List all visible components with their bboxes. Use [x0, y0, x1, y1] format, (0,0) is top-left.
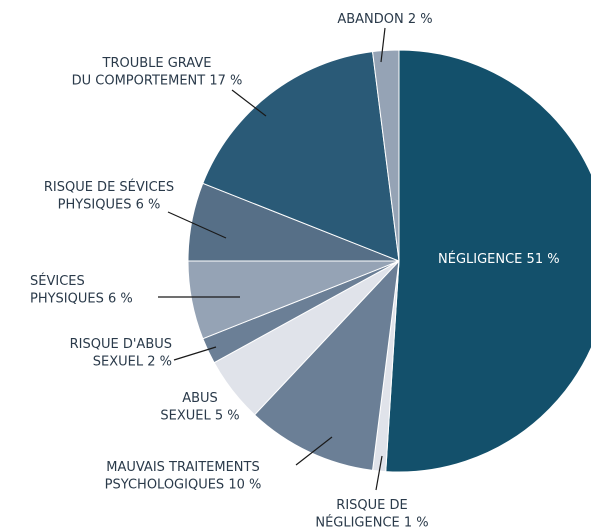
slice-label: PSYCHOLOGIQUES 10 % — [105, 477, 262, 492]
slice-label: DU COMPORTEMENT 17 % — [72, 73, 243, 88]
label-value: 51 % — [527, 252, 560, 267]
slice-label: PHYSIQUES 6 % — [30, 291, 133, 306]
label-name: TROUBLE GRAVE — [102, 56, 212, 71]
label-name: SÉVICES — [30, 273, 85, 289]
leader-line — [167, 211, 227, 239]
label-name: PSYCHOLOGIQUES — [105, 477, 225, 492]
slice-label: MAUVAIS TRAITEMENTS — [106, 460, 259, 475]
leaders — [158, 27, 386, 491]
slice-label: PHYSIQUES 6 % — [58, 197, 161, 212]
slice-label: ABUS — [182, 391, 218, 406]
label-name: NÉGLIGENCE — [438, 251, 522, 267]
slice-label: SÉVICES — [30, 273, 85, 289]
slice-label: SEXUEL 5 % — [160, 408, 239, 423]
leader-line — [295, 436, 333, 466]
label-name: MAUVAIS TRAITEMENTS — [106, 460, 259, 475]
slice-label: RISQUE D'ABUS — [70, 337, 172, 352]
pie — [187, 49, 591, 473]
label-value: 2 % — [147, 354, 172, 369]
label-name: PHYSIQUES — [30, 291, 104, 306]
label-name: RISQUE DE — [336, 498, 407, 513]
leader-line — [380, 27, 386, 63]
pie-slice — [371, 49, 400, 262]
label-value: 10 % — [228, 477, 261, 492]
label-name: RISQUE D'ABUS — [70, 337, 172, 352]
pie-slice — [253, 259, 400, 471]
label-name: SEXUEL — [93, 354, 144, 369]
leader-line — [375, 455, 383, 491]
label-name: ABANDON — [337, 12, 403, 27]
label-value: 2 % — [408, 12, 433, 27]
label-value: 6 % — [108, 291, 133, 306]
label-value: 6 % — [136, 197, 161, 212]
label-name: DU COMPORTEMENT — [72, 73, 206, 88]
slice-label: NÉGLIGENCE 51 % — [438, 251, 560, 267]
leader-line — [173, 346, 217, 361]
leader-line — [231, 89, 267, 117]
label-name: PHYSIQUES — [58, 197, 132, 212]
label-value: 1 % — [404, 515, 429, 530]
label-value: 17 % — [209, 73, 242, 88]
label-name: RISQUE DE SÉVICES — [44, 179, 174, 195]
slice-label: NÉGLIGENCE 1 % — [315, 514, 428, 530]
label-value: 5 % — [215, 408, 240, 423]
label-name: NÉGLIGENCE — [315, 514, 399, 530]
label-name: ABUS — [182, 391, 218, 406]
slice-label: RISQUE DE SÉVICES — [44, 179, 174, 195]
label-name: SEXUEL — [160, 408, 211, 423]
slice-label: ABANDON 2 % — [337, 12, 432, 27]
slice-label: RISQUE DE — [336, 498, 407, 513]
slice-label: TROUBLE GRAVE — [102, 56, 212, 71]
pie-slice — [385, 49, 591, 473]
slice-label: SEXUEL 2 % — [93, 354, 172, 369]
pie-slice — [202, 51, 400, 262]
